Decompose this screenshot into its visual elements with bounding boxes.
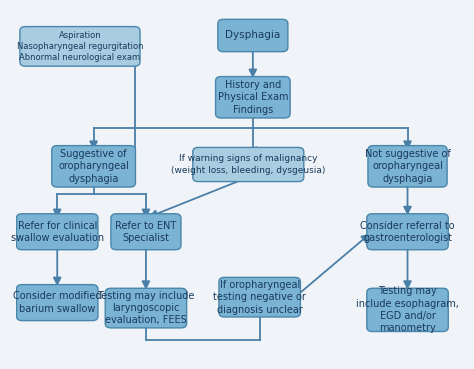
- Text: Aspiration
Nasopharyngeal regurgitation
Abnormal neurological exam: Aspiration Nasopharyngeal regurgitation …: [17, 31, 143, 62]
- Text: If warning signs of malignancy
(weight loss, bleeding, dysgeusia): If warning signs of malignancy (weight l…: [171, 155, 326, 175]
- FancyBboxPatch shape: [17, 214, 98, 250]
- Text: Consider referral to
gastroenterologist: Consider referral to gastroenterologist: [360, 221, 455, 243]
- Text: Testing may include
laryngoscopic
evaluation, FEES: Testing may include laryngoscopic evalua…: [97, 291, 195, 325]
- FancyBboxPatch shape: [193, 148, 304, 182]
- FancyBboxPatch shape: [52, 146, 136, 187]
- FancyBboxPatch shape: [218, 19, 288, 52]
- Text: Consider modified
barium swallow: Consider modified barium swallow: [13, 292, 101, 314]
- FancyBboxPatch shape: [219, 277, 301, 317]
- Text: If oropharyngeal
testing negative or
diagnosis unclear: If oropharyngeal testing negative or dia…: [213, 280, 306, 314]
- FancyBboxPatch shape: [367, 288, 448, 331]
- Text: Suggestive of
oropharyngeal
dysphagia: Suggestive of oropharyngeal dysphagia: [58, 149, 129, 184]
- FancyBboxPatch shape: [105, 288, 187, 328]
- FancyBboxPatch shape: [20, 27, 140, 66]
- Text: Refer for clinical
swallow evaluation: Refer for clinical swallow evaluation: [10, 221, 104, 243]
- Text: Not suggestive of
oropharyngeal
dysphagia: Not suggestive of oropharyngeal dysphagi…: [365, 149, 450, 184]
- FancyBboxPatch shape: [216, 76, 290, 118]
- FancyBboxPatch shape: [368, 146, 447, 187]
- FancyBboxPatch shape: [111, 214, 181, 250]
- Text: Testing may
include esophagram,
EGD and/or
manometry: Testing may include esophagram, EGD and/…: [356, 286, 459, 334]
- FancyBboxPatch shape: [367, 214, 448, 250]
- FancyBboxPatch shape: [17, 284, 98, 321]
- Text: Dysphagia: Dysphagia: [225, 31, 281, 41]
- Text: History and
Physical Exam
Findings: History and Physical Exam Findings: [218, 80, 288, 115]
- Text: Refer to ENT
Specialist: Refer to ENT Specialist: [115, 221, 176, 243]
